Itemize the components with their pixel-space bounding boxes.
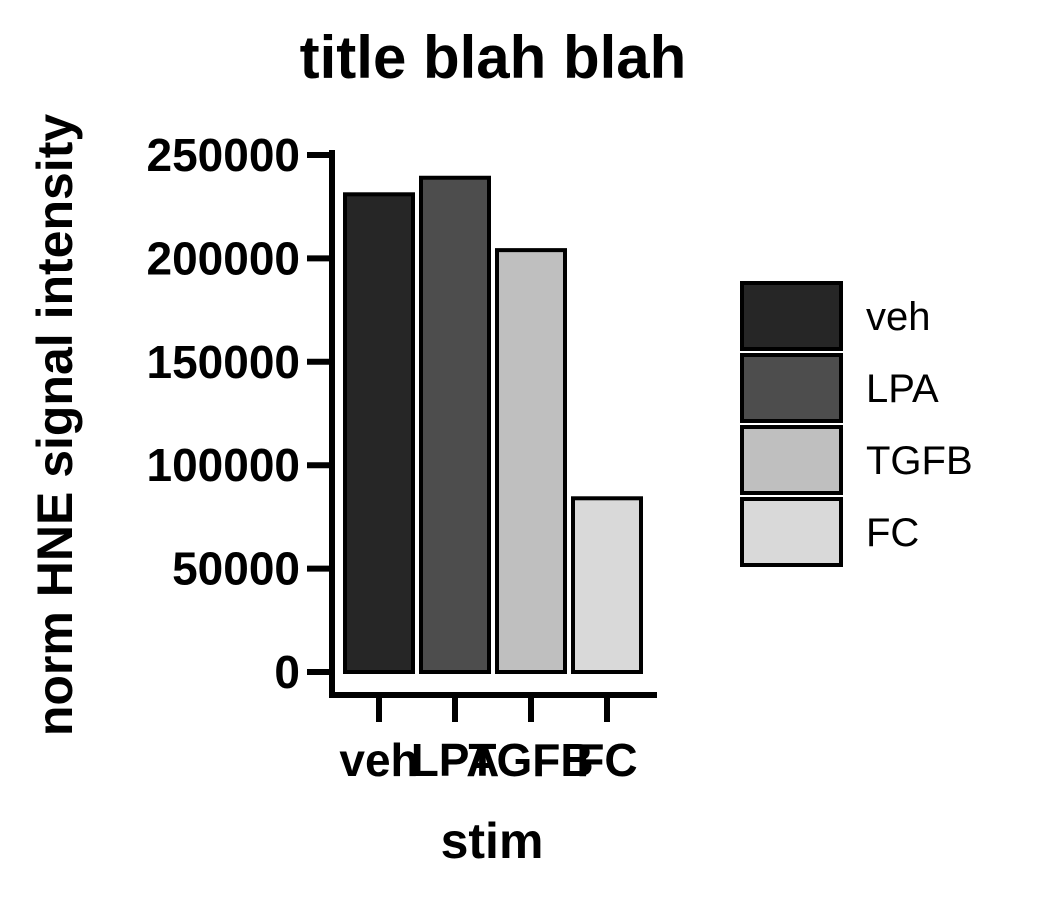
y-tick-label: 250000: [147, 129, 301, 181]
bar-fc: [571, 496, 643, 674]
legend-swatch-veh: [740, 281, 843, 351]
bar-veh: [343, 192, 415, 675]
chart-title: title blah blah: [300, 24, 687, 91]
legend-label-tgfb: TGFB: [866, 439, 973, 483]
legend-swatch-tgfb: [740, 425, 843, 495]
y-tick-label: 200000: [147, 232, 301, 284]
legend-label-lpa: LPA: [866, 367, 939, 411]
legend: veh LPA TGFB FC: [740, 281, 973, 567]
legend-label-fc: FC: [866, 511, 919, 555]
x-tick-label-fc: FC: [576, 734, 637, 786]
x-tick-label-tgfb: TGFB: [468, 734, 593, 786]
y-tick-label: 50000: [172, 543, 300, 595]
plot-area: 0 50000 100000 150000 200000 250000 vehLPATGFB…: [147, 129, 657, 786]
y-tick-label: 150000: [147, 336, 301, 388]
x-tick-label-lpa: LPA: [411, 734, 500, 786]
bar-lpa: [419, 175, 491, 675]
bar-tgfb: [495, 248, 567, 675]
y-tick-label: 100000: [147, 439, 301, 491]
legend-label-veh: veh: [866, 295, 931, 339]
legend-swatch-lpa: [740, 353, 843, 423]
y-axis-label: norm HNE signal intensity: [27, 114, 83, 737]
x-tick-label-veh: veh: [339, 734, 418, 786]
legend-swatch-fc: [740, 497, 843, 567]
y-tick-label: 0: [274, 646, 300, 698]
x-axis-label: stim: [441, 813, 544, 869]
